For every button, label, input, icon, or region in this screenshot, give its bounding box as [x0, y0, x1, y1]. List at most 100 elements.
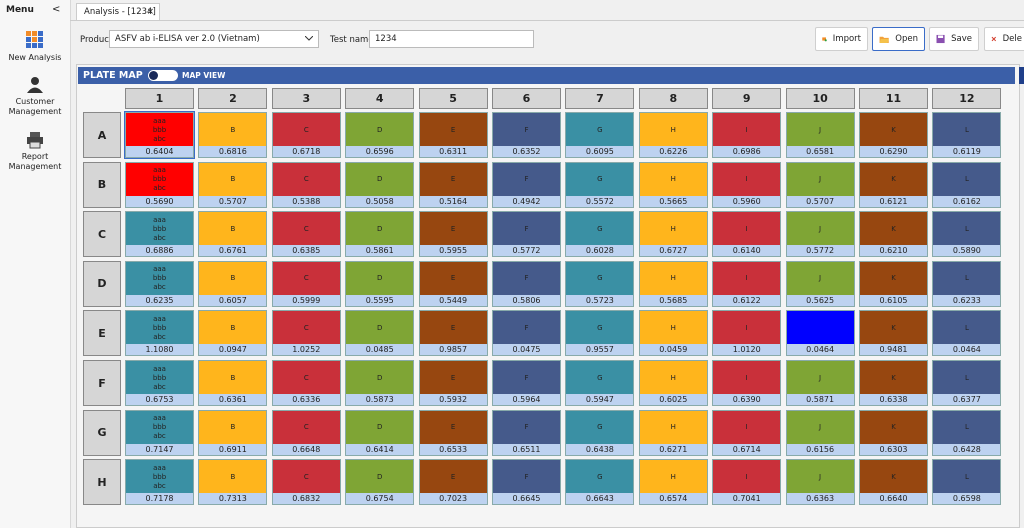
- delete-button[interactable]: Dele: [984, 27, 1024, 51]
- import-button[interactable]: Import: [815, 27, 868, 51]
- well[interactable]: L 0.6119: [932, 112, 1002, 158]
- well[interactable]: I 0.6986: [712, 112, 782, 158]
- well[interactable]: B 0.6761: [198, 211, 268, 258]
- nav-report[interactable]: Report Management: [0, 131, 70, 172]
- well[interactable]: H 0.6727: [638, 211, 708, 258]
- well[interactable]: K 0.6303: [859, 409, 928, 456]
- well[interactable]: J 0.5772: [785, 211, 855, 258]
- well[interactable]: B 0.6911: [198, 409, 268, 456]
- well[interactable]: C 0.6718: [271, 112, 341, 158]
- well[interactable]: E 0.5955: [418, 211, 488, 258]
- nav-customer[interactable]: Customer Management: [0, 76, 70, 117]
- well[interactable]: I 0.5960: [712, 161, 782, 208]
- well[interactable]: J 0.6156: [785, 409, 855, 456]
- tab[interactable]: Analysis - [1234] ×: [76, 3, 160, 20]
- well[interactable]: I 0.6122: [712, 260, 782, 307]
- well[interactable]: D 0.5058: [345, 161, 415, 208]
- well[interactable]: H 0.5685: [638, 260, 708, 307]
- well[interactable]: B 0.0947: [198, 310, 268, 357]
- well[interactable]: L 0.6233: [932, 260, 1002, 307]
- well[interactable]: B 0.6816: [198, 112, 268, 158]
- well[interactable]: F 0.5964: [492, 360, 561, 406]
- tab-close[interactable]: ×: [146, 7, 154, 17]
- well[interactable]: B 0.7313: [198, 459, 268, 506]
- well[interactable]: L 0.5890: [932, 211, 1002, 258]
- well[interactable]: K 0.6290: [859, 112, 928, 158]
- well[interactable]: E 0.6311: [418, 112, 488, 158]
- well[interactable]: H 0.6226: [638, 112, 708, 158]
- well[interactable]: F 0.6352: [492, 112, 561, 158]
- well[interactable]: D 0.0485: [345, 310, 415, 357]
- well[interactable]: K 0.6640: [859, 459, 928, 506]
- well[interactable]: F 0.5772: [492, 211, 561, 258]
- well[interactable]: 0.0464: [785, 310, 855, 357]
- well[interactable]: C 0.6336: [271, 360, 341, 406]
- well[interactable]: J 0.5871: [785, 360, 855, 406]
- well[interactable]: D 0.5873: [345, 360, 415, 406]
- well[interactable]: G 0.5947: [565, 360, 635, 406]
- well[interactable]: H 0.6025: [638, 360, 708, 406]
- well[interactable]: J 0.6581: [785, 112, 855, 158]
- product-select[interactable]: ASFV ab i-ELISA ver 2.0 (Vietnam): [109, 30, 319, 48]
- well[interactable]: I 0.6714: [712, 409, 782, 456]
- well[interactable]: K 0.6121: [859, 161, 928, 208]
- well[interactable]: C 0.6385: [271, 211, 341, 258]
- well[interactable]: B 0.6361: [198, 360, 268, 406]
- well[interactable]: L 0.6162: [932, 161, 1002, 208]
- well[interactable]: E 0.5932: [418, 360, 488, 406]
- well[interactable]: L 0.6428: [932, 409, 1002, 456]
- well[interactable]: C 0.5388: [271, 161, 341, 208]
- well[interactable]: L 0.6377: [932, 360, 1002, 406]
- well[interactable]: D 0.5861: [345, 211, 415, 258]
- well[interactable]: aaa bbb abc 0.7147: [125, 409, 194, 456]
- well[interactable]: I 1.0120: [712, 310, 782, 357]
- well[interactable]: I 0.6390: [712, 360, 782, 406]
- well[interactable]: aaa bbb abc 0.6886: [125, 211, 194, 258]
- test-name-input[interactable]: 1234: [369, 30, 534, 48]
- well[interactable]: K 0.6105: [859, 260, 928, 307]
- well[interactable]: I 0.7041: [712, 459, 782, 506]
- open-button[interactable]: Open: [872, 27, 925, 51]
- save-button[interactable]: Save: [929, 27, 979, 51]
- well[interactable]: D 0.6754: [345, 459, 415, 506]
- well[interactable]: C 0.6832: [271, 459, 341, 506]
- well[interactable]: C 1.0252: [271, 310, 341, 357]
- well[interactable]: F 0.6511: [492, 409, 561, 456]
- well[interactable]: H 0.6271: [638, 409, 708, 456]
- well[interactable]: G 0.6438: [565, 409, 635, 456]
- well[interactable]: I 0.6140: [712, 211, 782, 258]
- well[interactable]: E 0.5164: [418, 161, 488, 208]
- well[interactable]: aaa bbb abc 0.6404: [124, 111, 195, 159]
- well[interactable]: F 0.4942: [492, 161, 561, 208]
- nav-new-analysis[interactable]: New Analysis: [0, 30, 70, 63]
- well[interactable]: C 0.5999: [271, 260, 341, 307]
- well[interactable]: D 0.5595: [345, 260, 415, 307]
- well[interactable]: G 0.6643: [565, 459, 635, 506]
- well[interactable]: E 0.9857: [418, 310, 488, 357]
- well[interactable]: G 0.9557: [565, 310, 635, 357]
- well[interactable]: G 0.6028: [565, 211, 635, 258]
- well[interactable]: J 0.5625: [785, 260, 855, 307]
- well[interactable]: aaa bbb abc 0.7178: [125, 459, 194, 506]
- well[interactable]: D 0.6414: [345, 409, 415, 456]
- well[interactable]: G 0.5723: [565, 260, 635, 307]
- well[interactable]: J 0.6363: [785, 459, 855, 506]
- well[interactable]: aaa bbb abc 0.6753: [125, 360, 194, 406]
- well[interactable]: E 0.7023: [418, 459, 488, 506]
- well[interactable]: K 0.9481: [859, 310, 928, 357]
- well[interactable]: F 0.0475: [492, 310, 561, 357]
- well[interactable]: H 0.5665: [638, 161, 708, 208]
- well[interactable]: L 0.0464: [932, 310, 1002, 357]
- well[interactable]: E 0.5449: [418, 260, 488, 307]
- well[interactable]: J 0.5707: [785, 161, 855, 208]
- well[interactable]: G 0.5572: [565, 161, 635, 208]
- well[interactable]: C 0.6648: [271, 409, 341, 456]
- well[interactable]: H 0.0459: [638, 310, 708, 357]
- well[interactable]: F 0.5806: [492, 260, 561, 307]
- well[interactable]: K 0.6210: [859, 211, 928, 258]
- well[interactable]: G 0.6095: [565, 112, 635, 158]
- well[interactable]: F 0.6645: [492, 459, 561, 506]
- well[interactable]: aaa bbb abc 0.6235: [125, 260, 194, 307]
- map-view-toggle[interactable]: [148, 70, 178, 81]
- well[interactable]: B 0.5707: [198, 161, 268, 208]
